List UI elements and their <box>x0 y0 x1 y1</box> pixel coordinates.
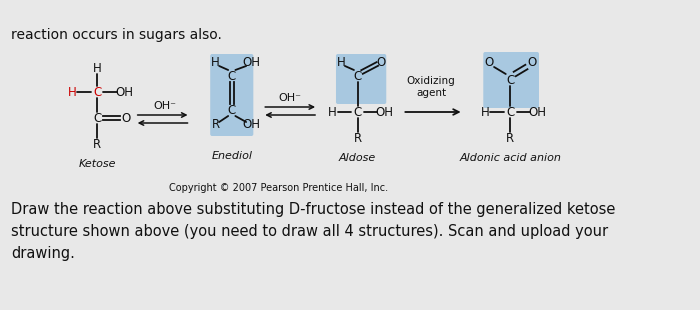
Text: R: R <box>354 131 362 144</box>
Text: Enediol: Enediol <box>211 151 252 161</box>
Text: O: O <box>484 55 494 69</box>
Text: H: H <box>92 61 102 74</box>
Text: C: C <box>93 112 101 125</box>
Text: OH: OH <box>528 105 546 118</box>
Text: Aldose: Aldose <box>339 153 376 163</box>
FancyBboxPatch shape <box>210 54 253 136</box>
Text: R: R <box>93 138 101 150</box>
Text: OH: OH <box>242 55 260 69</box>
Text: H: H <box>67 86 76 99</box>
Text: O: O <box>377 55 386 69</box>
Text: C: C <box>506 73 514 86</box>
Text: OH: OH <box>115 86 133 99</box>
Text: Oxidizing
agent: Oxidizing agent <box>407 76 456 98</box>
Text: OH⁻: OH⁻ <box>153 101 176 111</box>
Text: H: H <box>211 55 220 69</box>
Text: R: R <box>506 131 514 144</box>
Text: drawing.: drawing. <box>10 246 75 261</box>
Text: OH: OH <box>375 105 393 118</box>
Text: Aldonic acid anion: Aldonic acid anion <box>459 153 561 163</box>
Text: O: O <box>121 112 130 125</box>
Text: Draw the reaction above substituting D-fructose instead of the generalized ketos: Draw the reaction above substituting D-f… <box>10 202 615 217</box>
Text: Copyright © 2007 Pearson Prentice Hall, Inc.: Copyright © 2007 Pearson Prentice Hall, … <box>169 183 388 193</box>
Text: C: C <box>506 105 514 118</box>
FancyBboxPatch shape <box>336 54 386 104</box>
Text: structure shown above (you need to draw all 4 structures). Sᴄan and upload your: structure shown above (you need to draw … <box>10 224 608 239</box>
Text: R: R <box>211 117 220 131</box>
FancyBboxPatch shape <box>483 52 539 108</box>
Text: H: H <box>328 105 337 118</box>
Text: Ketose: Ketose <box>78 159 116 169</box>
Text: C: C <box>228 69 236 82</box>
Text: OH: OH <box>242 117 260 131</box>
Text: reaction occurs in sugars also.: reaction occurs in sugars also. <box>10 28 222 42</box>
Text: C: C <box>354 69 362 82</box>
Text: C: C <box>228 104 236 117</box>
Text: H: H <box>337 55 346 69</box>
Text: OH⁻: OH⁻ <box>279 93 302 103</box>
Text: O: O <box>527 55 536 69</box>
Text: C: C <box>93 86 101 99</box>
Text: H: H <box>481 105 489 118</box>
Text: C: C <box>354 105 362 118</box>
